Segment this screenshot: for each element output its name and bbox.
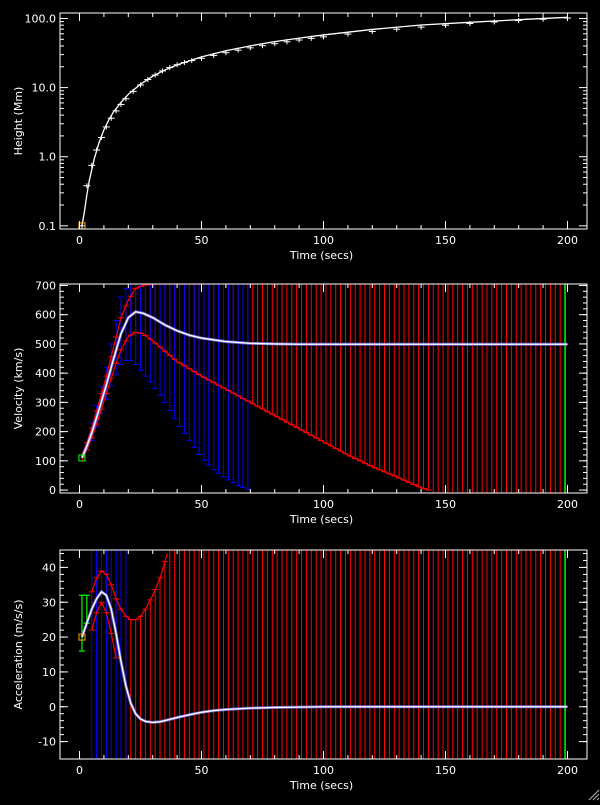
acceleration-lower-envelope (91, 600, 117, 659)
axes-frame (59, 12, 588, 230)
y-tick-label: 300 (35, 396, 56, 409)
y-tick-label: 40 (42, 561, 56, 574)
y-tick-label: 0.1 (39, 220, 57, 233)
x-tick-label: 50 (195, 764, 209, 777)
model-curve (81, 16, 568, 226)
y-tick-label: 100 (35, 455, 56, 468)
x-tick-label: 100 (313, 764, 334, 777)
y-axis-label: Acceleration (m/s/s) (12, 599, 25, 709)
y-tick-label: 10 (42, 666, 56, 679)
y-tick-label: 500 (35, 338, 56, 351)
x-tick-label: 0 (76, 234, 83, 247)
x-tick-label: 100 (313, 234, 334, 247)
x-tick-label: 200 (557, 498, 578, 511)
resize-grip-icon[interactable] (586, 786, 600, 801)
x-tick-label: 200 (557, 234, 578, 247)
initial-point-marker (78, 454, 86, 462)
plot-area (78, 550, 569, 759)
y-tick-label: 600 (35, 309, 56, 322)
acceleration-upper-envelope (91, 553, 168, 621)
initial-point-marker (78, 633, 86, 641)
x-tick-label: 150 (435, 234, 456, 247)
x-tick-label: 150 (435, 498, 456, 511)
x-tick-label: 0 (76, 498, 83, 511)
y-tick-label: 0 (49, 701, 56, 714)
y-axis-label: Height (Mm) (12, 87, 25, 156)
y-tick-label: 400 (35, 367, 56, 380)
x-tick-label: 150 (435, 764, 456, 777)
velocity-upper-envelope (81, 284, 202, 456)
x-tick-label: 100 (313, 498, 334, 511)
y-tick-label: 700 (35, 279, 56, 292)
x-axis-label: Time (secs) (289, 513, 353, 526)
x-axis-label: Time (secs) (289, 779, 353, 792)
model-curve (81, 590, 568, 724)
plot-area (78, 284, 569, 493)
y-tick-label: 10.0 (32, 82, 57, 95)
y-tick-label: 100.0 (25, 12, 57, 25)
x-axis-label: Time (secs) (289, 249, 353, 262)
y-tick-label: 30 (42, 596, 56, 609)
panel-height: 0 50 100 150 200 0.1 1.0 10.0 100.0 Time (secs) He… (12, 12, 588, 262)
y-tick-label: 20 (42, 631, 56, 644)
y-tick-label: 1.0 (39, 151, 57, 164)
x-tick-label: 200 (557, 764, 578, 777)
panel-acceleration: 0 50 100 150 200 -10 0 10 20 30 40 Time (secs) Accel… (12, 549, 588, 792)
x-tick-label: 50 (195, 234, 209, 247)
y-tick-label: 200 (35, 426, 56, 439)
velocity-lower-envelope (81, 331, 429, 491)
plot-area (78, 15, 571, 229)
x-tick-label: 50 (195, 498, 209, 511)
model-curve (81, 311, 568, 459)
x-tick-label: 0 (76, 764, 83, 777)
panel-velocity: 0 50 100 150 200 0 100 200 300 400 500 600 700 Time (… (12, 279, 588, 526)
y-tick-label: -10 (38, 736, 56, 749)
y-tick-label: 0 (49, 484, 56, 497)
axes-frame (59, 283, 588, 494)
y-axis-label: Velocity (km/s) (12, 348, 25, 430)
axes-frame (59, 549, 588, 760)
